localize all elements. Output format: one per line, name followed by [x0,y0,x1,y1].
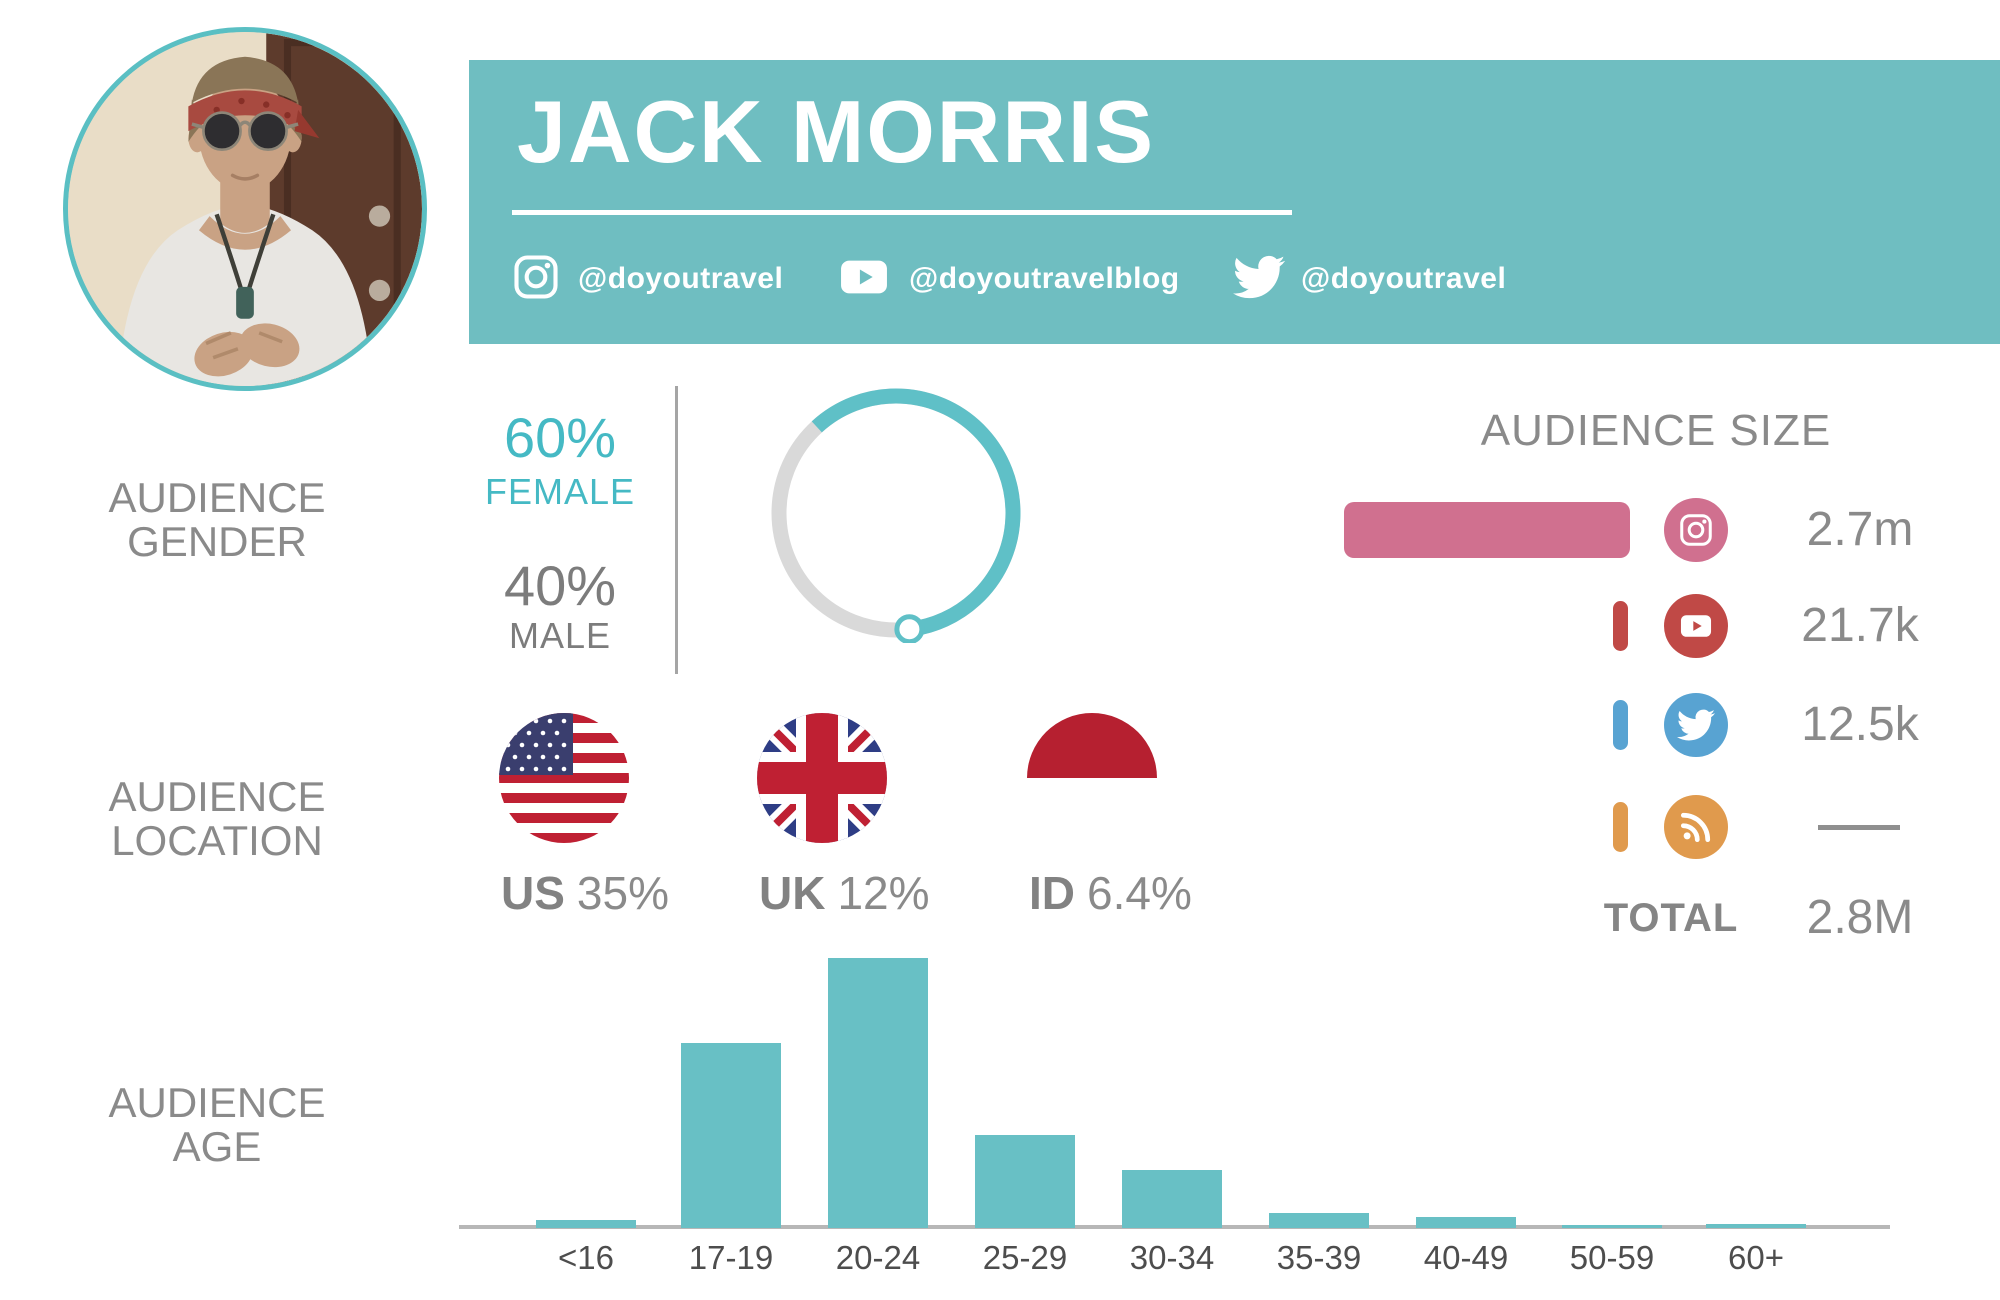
blog-rss-value-dash [1818,825,1900,830]
youtube-icon [1664,594,1728,658]
youtube-follower-count: 21.7k [1801,599,1919,652]
age-tick-label: <16 [558,1239,614,1276]
age-tick-label: 25-29 [982,1239,1068,1276]
age-bar-30-34 [1122,1170,1222,1228]
instagram-icon [1664,498,1728,562]
youtube-icon [835,248,893,311]
male-percentage: 40% [503,554,617,617]
total-label: TOTAL [1603,896,1739,940]
section-label-audience-gender: AUDIENCE GENDER [108,474,326,565]
age-bar-60+ [1706,1224,1806,1228]
section-label-audience-age: AUDIENCE AGE [108,1079,326,1170]
youtube-size-bar [1613,601,1628,651]
instagram-icon [510,251,562,308]
blog-rss-icon [1664,795,1728,859]
page-title: JACK MORRIS [517,82,1156,181]
age-bar-35-39 [1269,1213,1369,1228]
twitter-icon [1664,693,1728,757]
avatar [63,27,427,391]
twitter-icon [1233,251,1285,308]
avatar-photo [68,32,422,386]
social-twitter[interactable]: @doyoutravel [1233,251,1506,307]
header-band [469,60,2000,344]
us-flag-icon [499,713,629,843]
location-id: ID 6.4% [1029,867,1192,919]
instagram-follower-count: 2.7m [1806,503,1914,556]
age-bar-40-49 [1416,1217,1516,1228]
age-tick-label: 35-39 [1276,1239,1362,1276]
location-uk: UK 12% [759,867,930,919]
social-handle: @doyoutravelblog [909,262,1180,295]
female-label: FEMALE [484,471,636,512]
donut-handle [894,614,925,643]
twitter-follower-count: 12.5k [1801,698,1919,751]
male-label: MALE [508,615,612,656]
social-handle: @doyoutravel [578,262,784,295]
age-tick-label: 20-24 [835,1239,921,1276]
gender-divider [675,386,678,674]
age-bar-<16 [536,1220,636,1228]
uk-flag-icon [757,713,887,843]
gender-donut-chart [771,388,1021,643]
audience-size-title: AUDIENCE SIZE [1480,406,1832,455]
age-tick-label: 40-49 [1423,1239,1509,1276]
title-underline [512,210,1292,215]
social-instagram[interactable]: @doyoutravel [510,251,783,307]
social-handle: @doyoutravel [1301,262,1507,295]
blog-rss-size-bar [1613,802,1628,852]
age-bar-17-19 [681,1043,781,1228]
age-tick-label: 30-34 [1129,1239,1215,1276]
age-tick-label: 50-59 [1569,1239,1655,1276]
instagram-size-bar [1344,502,1630,558]
age-tick-label: 17-19 [688,1239,774,1276]
age-tick-label: 60+ [1728,1239,1784,1276]
twitter-size-bar [1613,700,1628,750]
total-value: 2.8M [1806,891,1914,944]
age-bar-50-59 [1562,1225,1662,1228]
section-label-audience-location: AUDIENCE LOCATION [108,773,326,864]
id-flag-icon [1027,713,1157,843]
female-percentage: 60% [503,406,617,469]
age-bar-25-29 [975,1135,1075,1228]
social-youtube[interactable]: @doyoutravelblog [835,251,1180,307]
age-bar-20-24 [828,958,928,1228]
location-us: US 35% [501,867,669,919]
